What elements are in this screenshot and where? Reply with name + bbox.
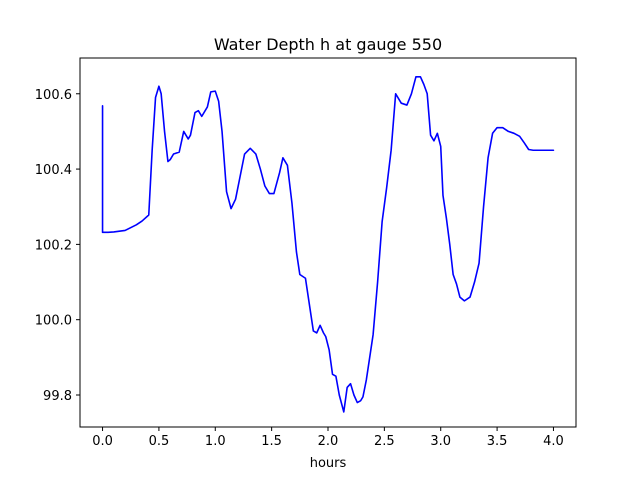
x-tick-label: 2.5 [374, 434, 395, 449]
y-tick-label: 100.6 [35, 88, 72, 103]
x-tick-label: 3.0 [430, 434, 451, 449]
plot-area [79, 57, 577, 428]
x-tick-label: 2.0 [318, 434, 339, 449]
series-layer [101, 76, 555, 413]
chart-title: Water Depth h at gauge 550 [214, 35, 442, 54]
series-line-0 [101, 76, 555, 413]
x-axis: 0.0 0.5 1.0 1.5 2.0 2.5 3.0 3.5 4.0 [92, 427, 564, 449]
plot-frame [79, 57, 577, 428]
y-tick-label: 100.2 [35, 238, 72, 253]
x-tick-label: 4.0 [543, 434, 564, 449]
x-tick-label: 0.0 [92, 434, 113, 449]
x-tick-label: 0.5 [149, 434, 170, 449]
y-axis: 99.8 100.0 100.2 100.4 100.6 [35, 88, 80, 404]
y-tick-label: 99.8 [43, 389, 72, 404]
x-tick-label: 1.0 [205, 434, 226, 449]
x-axis-title: hours [310, 456, 347, 471]
y-tick-label: 100.0 [35, 314, 72, 329]
y-tick-label: 100.4 [35, 163, 72, 178]
x-tick-label: 1.5 [261, 434, 282, 449]
x-tick-label: 3.5 [487, 434, 508, 449]
